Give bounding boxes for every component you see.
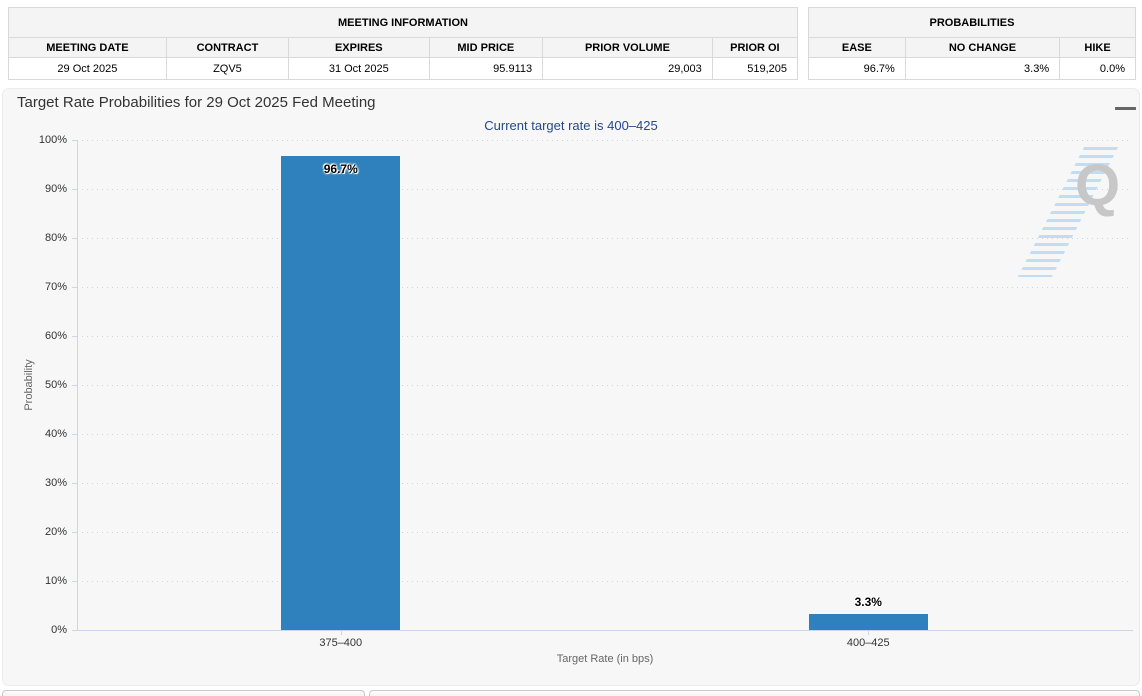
y-axis-tick [72, 238, 77, 239]
bar-data-label: 3.3% [854, 594, 882, 609]
gridline [77, 336, 1132, 337]
y-axis-label: 10% [44, 575, 67, 587]
col-prior-oi: PRIOR OI [711, 37, 799, 58]
chart-context-menu-button[interactable] [1103, 97, 1136, 116]
gridline [77, 434, 1132, 435]
col-expires: EXPIRES [288, 37, 430, 58]
y-axis-label: 30% [44, 477, 67, 489]
gridline [77, 483, 1132, 484]
meeting-info-title: MEETING INFORMATION [8, 7, 798, 38]
y-axis-label: 80% [44, 232, 67, 244]
meeting-info-table: MEETING INFORMATION MEETING DATE CONTRAC… [8, 7, 799, 80]
col-no-change: NO CHANGE [904, 37, 1061, 58]
y-axis-label: 70% [44, 281, 67, 293]
y-axis-tick [72, 385, 77, 386]
gridline [77, 532, 1132, 533]
y-axis-tick [72, 189, 77, 190]
y-axis-line [77, 140, 78, 630]
ease-value: 96.7% [808, 57, 906, 80]
x-axis-tick [340, 630, 342, 635]
gridline [77, 189, 1132, 190]
bar-data-label: 96.7% [323, 162, 358, 177]
gridline [77, 287, 1132, 288]
y-axis-tick [72, 630, 77, 631]
top-tables-row: MEETING INFORMATION MEETING DATE CONTRAC… [0, 0, 1142, 80]
y-axis-tick [72, 140, 77, 141]
x-axis-title: Target Rate (in bps) [556, 653, 654, 665]
mid-price-value: 95.9113 [428, 57, 544, 80]
expires-value: 31 Oct 2025 [288, 57, 430, 80]
y-axis-tick [72, 336, 77, 337]
bottom-panel-right [369, 690, 1140, 696]
gridline [77, 581, 1132, 582]
col-contract: CONTRACT [165, 37, 290, 58]
chart-subtitle: Current target rate is 400–425 [484, 118, 658, 133]
y-axis-tick [72, 581, 77, 582]
x-axis-line [77, 630, 1133, 631]
chart-title: Target Rate Probabilities for 29 Oct 202… [17, 94, 376, 111]
probabilities-table: PROBABILITIES EASE NO CHANGE HIKE 96.7% … [808, 7, 1136, 80]
x-axis-category-label: 375–400 [319, 637, 363, 649]
bottom-panel-left [2, 690, 365, 696]
y-axis-label: 50% [44, 379, 67, 391]
y-axis-tick [72, 532, 77, 533]
meeting-date-value: 29 Oct 2025 [8, 57, 167, 80]
y-axis-tick [72, 434, 77, 435]
meeting-info-row: 29 Oct 2025 ZQV5 31 Oct 2025 95.9113 29,… [8, 57, 799, 80]
chart-bar-375–400[interactable] [281, 156, 401, 630]
prior-volume-value: 29,003 [542, 57, 713, 80]
col-mid-price: MID PRICE [428, 37, 544, 58]
plot-area [77, 140, 1132, 630]
gridline [77, 140, 1132, 141]
x-axis-category-label: 400–425 [846, 637, 890, 649]
gridline [77, 238, 1132, 239]
hike-value: 0.0% [1059, 57, 1136, 80]
y-axis-label: 20% [44, 526, 67, 538]
y-axis-label: 60% [44, 330, 67, 342]
prior-oi-value: 519,205 [711, 57, 799, 80]
y-axis-title: Probability [23, 359, 35, 411]
y-axis-tick [72, 483, 77, 484]
gridline [77, 385, 1132, 386]
y-axis-tick [72, 287, 77, 288]
probabilities-row: 96.7% 3.3% 0.0% [808, 57, 1136, 80]
y-axis-label: 90% [44, 183, 67, 195]
bottom-row [0, 690, 1142, 696]
col-ease: EASE [808, 37, 906, 58]
y-axis-label: 40% [44, 428, 67, 440]
col-hike: HIKE [1059, 37, 1136, 58]
col-meeting-date: MEETING DATE [8, 37, 167, 58]
probabilities-title: PROBABILITIES [808, 7, 1136, 38]
x-axis-tick [868, 630, 870, 635]
chart-bar-400–425[interactable] [808, 613, 928, 630]
col-prior-volume: PRIOR VOLUME [542, 37, 713, 58]
y-axis-label: 0% [51, 624, 67, 636]
no-change-value: 3.3% [904, 57, 1061, 80]
contract-value: ZQV5 [165, 57, 290, 80]
fedwatch-chart-panel: Target Rate Probabilities for 29 Oct 202… [2, 88, 1140, 686]
y-axis-label: 100% [38, 134, 67, 146]
